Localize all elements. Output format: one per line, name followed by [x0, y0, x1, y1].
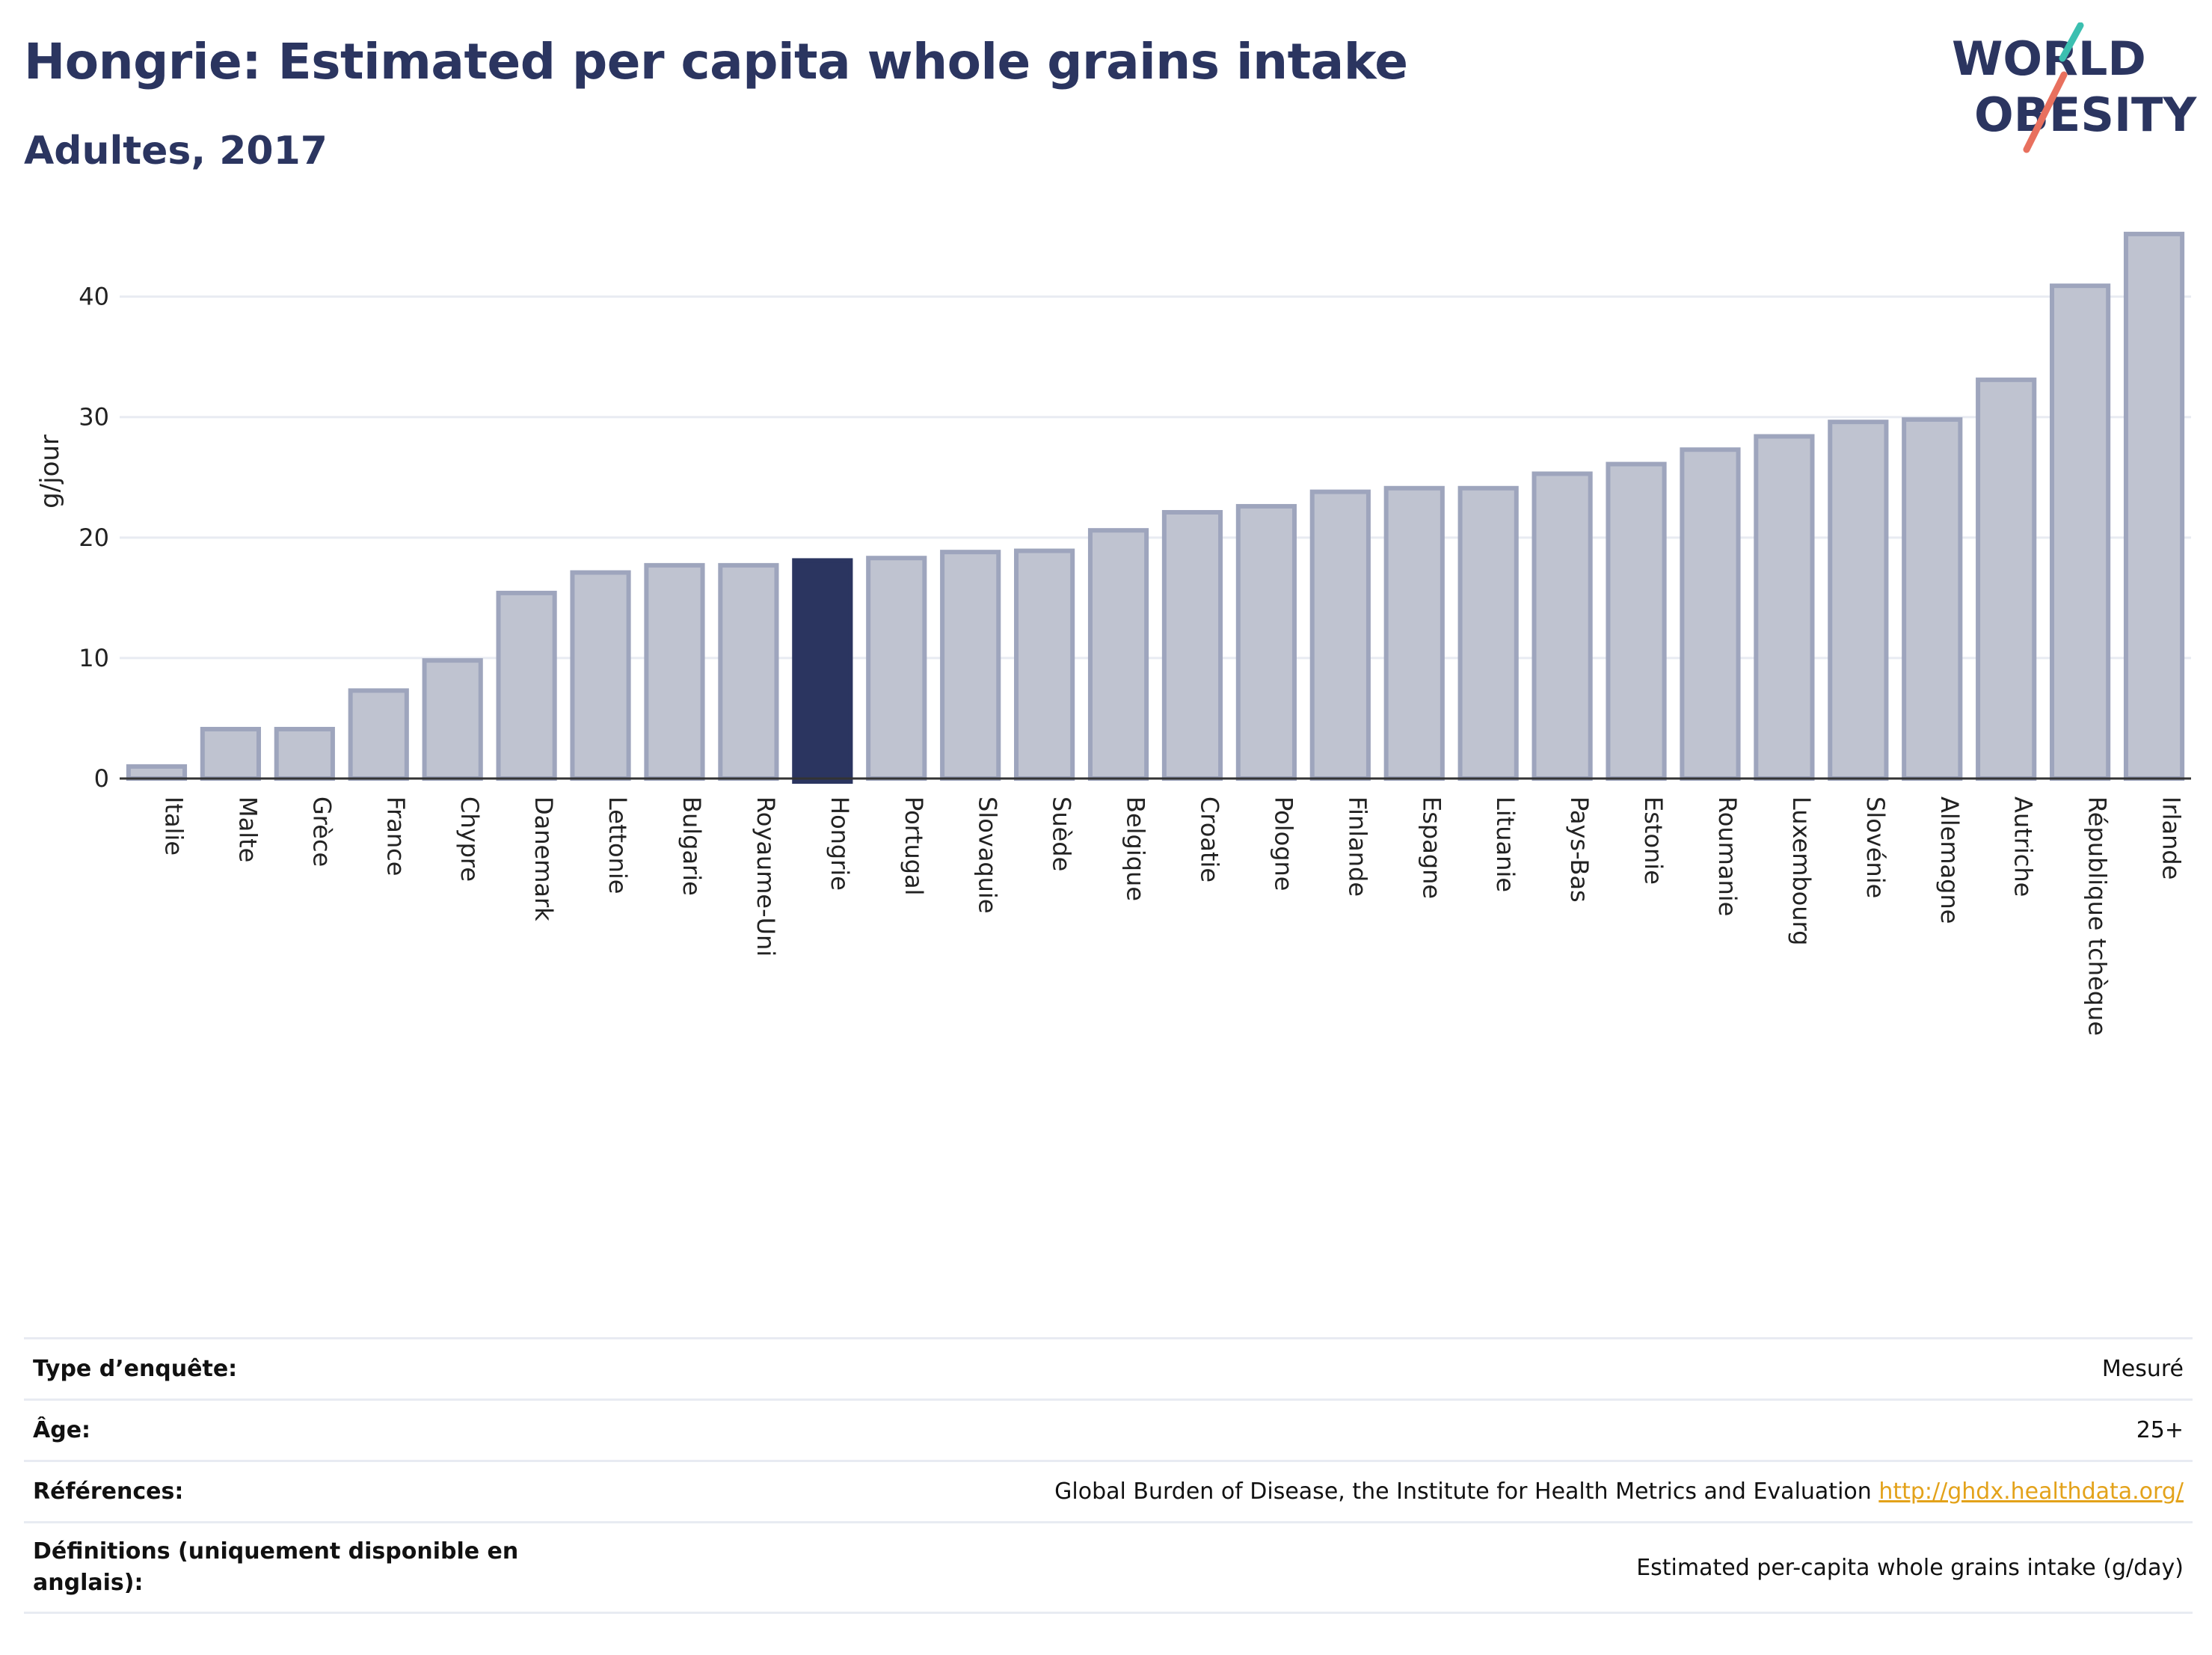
x-tick-label: Pays-Bas	[1565, 796, 1594, 903]
bar-hongrie	[792, 558, 853, 784]
references-label: Références:	[33, 1479, 184, 1505]
x-tick-label: France	[381, 796, 410, 876]
bar-finlande	[1309, 489, 1371, 781]
x-tick-label: Irlande	[2157, 796, 2186, 879]
x-tick-label: Estonie	[1639, 796, 1668, 885]
bar-irlande	[2123, 231, 2185, 781]
bar-royaume-uni	[718, 562, 779, 781]
y-axis-label: g/jour	[35, 435, 65, 509]
bar-slovaquie	[940, 550, 1001, 781]
x-tick-label: Grèce	[307, 796, 336, 867]
bars	[126, 231, 2185, 784]
x-tick-label: Malte	[233, 796, 262, 862]
bar-danemark	[496, 590, 557, 781]
bar-suède	[1014, 548, 1075, 781]
bar-france	[348, 688, 409, 781]
x-tick-label: Royaume-Uni	[752, 796, 780, 957]
y-axis-ticks: 0 10 20 30 40	[79, 283, 109, 793]
bar-lituanie	[1457, 485, 1519, 781]
x-tick-label: Espagne	[1417, 796, 1446, 899]
bar-belgique	[1087, 528, 1149, 781]
x-tick-label: République tchèque	[2083, 796, 2112, 1036]
y-tick-label: 30	[79, 403, 109, 432]
x-tick-label: Chypre	[455, 796, 484, 882]
survey-type-label: Type d’enquête:	[33, 1356, 238, 1382]
bar-espagne	[1383, 485, 1445, 781]
x-tick-label: Slovaquie	[974, 796, 1002, 914]
bar-chypre	[422, 658, 483, 781]
page-subtitle: Adultes, 2017	[24, 129, 328, 174]
bar-croatie	[1161, 509, 1223, 781]
x-tick-label: Autriche	[2009, 796, 2038, 897]
info-row-survey-type: Type d’enquête: Mesuré	[24, 1337, 2193, 1398]
bar-luxembourg	[1754, 434, 1815, 781]
info-row-age: Âge: 25+	[24, 1398, 2193, 1460]
y-tick-label: 20	[79, 523, 109, 552]
x-axis-labels: Italie Malte Grèce France Chypre Danemark Lett…	[159, 796, 2185, 1036]
x-tick-label: Roumanie	[1713, 796, 1742, 916]
bar-estonie	[1606, 461, 1667, 781]
bar-chart: 0 10 20 30 40 Italie Malte Grèce France Chypre Da…	[35, 231, 2191, 1036]
y-tick-label: 40	[79, 283, 109, 311]
world-obesity-logo: WORLD OBESITY	[1952, 22, 2197, 153]
x-tick-label: Suède	[1048, 796, 1076, 871]
y-tick-label: 10	[79, 644, 109, 672]
page-title: Hongrie: Estimated per capita whole grai…	[24, 33, 1408, 90]
logo-text-obesity: OBESITY	[1974, 87, 2197, 142]
references-value: Global Burden of Disease, the Institute …	[1054, 1479, 2184, 1505]
y-tick-label: 0	[94, 764, 109, 793]
age-label: Âge:	[33, 1417, 91, 1443]
age-value: 25+	[2136, 1417, 2184, 1443]
x-tick-label: Italie	[159, 796, 188, 856]
survey-type-value: Mesuré	[2101, 1356, 2184, 1382]
bar-allemagne	[1902, 417, 1963, 781]
x-tick-label: Belgique	[1122, 796, 1150, 901]
x-tick-label: Slovénie	[1861, 796, 1890, 898]
bar-italie	[126, 764, 188, 781]
x-tick-label: Portugal	[900, 796, 928, 896]
x-tick-label: Bulgarie	[678, 796, 706, 896]
logo-text-world: WORLD	[1952, 31, 2146, 86]
x-tick-label: Lettonie	[603, 796, 632, 894]
logo-slash-coral	[2023, 71, 2068, 153]
definitions-label: Définitions (uniquement disponible en an…	[33, 1538, 519, 1596]
x-tick-label: Hongrie	[826, 796, 854, 891]
info-table: Type d’enquête: Mesuré Âge: 25+ Référenc…	[24, 1337, 2193, 1614]
bar-roumanie	[1680, 447, 1741, 781]
x-tick-label: Pologne	[1269, 796, 1297, 891]
logo-slash-teal	[2059, 22, 2084, 62]
x-tick-label: Allemagne	[1935, 796, 1964, 924]
bar-grèce	[274, 726, 335, 781]
x-tick-label: Lituanie	[1491, 796, 1520, 892]
info-row-definitions: Définitions (uniquement disponible en an…	[24, 1521, 2193, 1614]
x-tick-label: Croatie	[1195, 796, 1223, 882]
definitions-value: Estimated per-capita whole grains intake…	[1636, 1554, 2184, 1581]
bar-lettonie	[570, 570, 631, 781]
x-tick-label: Finlande	[1343, 796, 1371, 897]
bar-bulgarie	[644, 562, 705, 781]
bar-slovénie	[1828, 420, 1889, 781]
bar-portugal	[866, 556, 927, 781]
bar-république-tchèque	[2050, 283, 2111, 781]
bar-malte	[200, 726, 261, 781]
references-link[interactable]: http://ghdx.healthdata.org/	[1878, 1479, 2184, 1505]
x-tick-label: Luxembourg	[1787, 796, 1816, 945]
bar-pays-bas	[1531, 471, 1593, 781]
bar-pologne	[1235, 503, 1297, 781]
x-tick-label: Danemark	[529, 796, 558, 921]
references-text: Global Burden of Disease, the Institute …	[1054, 1479, 1879, 1505]
bar-autriche	[1976, 377, 2037, 781]
info-row-references: Références: Global Burden of Disease, th…	[24, 1460, 2193, 1521]
